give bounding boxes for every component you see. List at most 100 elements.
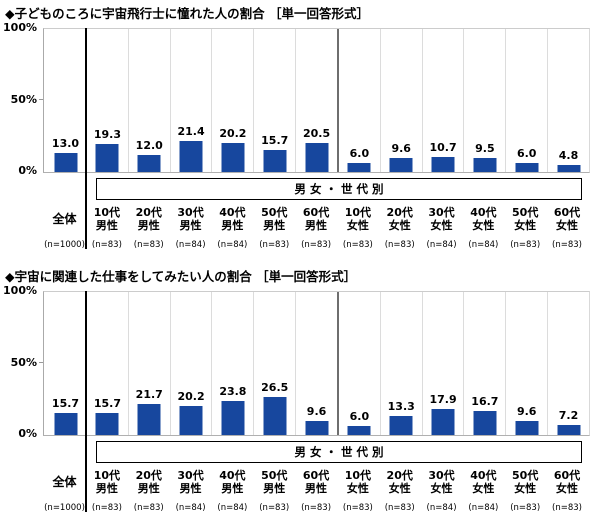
bar xyxy=(557,165,581,172)
plot-column: 21.4 xyxy=(171,29,213,172)
bar-value-label: 10.7 xyxy=(429,140,457,154)
chart-space-job-interest: ◆宇宙に関連した仕事をしてみたい人の割合 ［単一回答形式］ 100% 50% 0… xyxy=(0,263,600,521)
n-label: (n=84) xyxy=(217,240,248,250)
bar-value-label: 23.8 xyxy=(219,385,247,398)
category-label: 40代 男性 xyxy=(219,469,246,495)
plot-column: 23.8 xyxy=(212,292,255,435)
bar-value-label: 6.0 xyxy=(349,410,370,424)
category-labels-row: 全体 10代 男性 20代 男性 30代 男性 40代 男性 50代 男性 60代 男性 10代 女性 20代… xyxy=(43,467,588,497)
plot-column: 9.6 xyxy=(506,292,549,435)
category-label: 50代 男性 xyxy=(261,206,288,232)
n-label: (n=83) xyxy=(133,503,164,513)
bar-value-label: 20.2 xyxy=(219,127,247,141)
y-axis-tick-100: 100% xyxy=(3,284,37,297)
category-label: 20代 男性 xyxy=(135,469,162,495)
n-label: (n=83) xyxy=(510,240,541,250)
bar xyxy=(347,426,371,435)
bar-value-label: 20.2 xyxy=(177,390,205,404)
category-labels-row: 全体 10代 男性 20代 男性 30代 男性 40代 男性 50代 男性 60代 男性 10代 女性 20代… xyxy=(43,204,588,234)
plot-column: 9.6 xyxy=(381,29,423,172)
plot-column: 6.0 xyxy=(506,29,549,172)
n-label: (n=1000) xyxy=(44,503,85,513)
y-axis-tick-0: 0% xyxy=(18,427,37,440)
bar-value-label: 9.6 xyxy=(306,405,327,419)
n-label: (n=83) xyxy=(384,503,415,513)
category-label: 20代 女性 xyxy=(386,469,413,495)
n-label: (n=83) xyxy=(91,503,122,513)
plot-column: 15.7 xyxy=(44,292,87,435)
bar xyxy=(54,153,77,172)
bar-value-label: 20.5 xyxy=(302,126,331,140)
group-label-box: 男女・世代別 xyxy=(96,178,582,200)
bar xyxy=(305,421,329,435)
chart-astronaut-admiration: ◆子どものころに宇宙飛行士に憧れた人の割合 ［単一回答形式］ 100% 50% … xyxy=(0,0,600,258)
bar xyxy=(389,158,413,172)
n-label: (n=84) xyxy=(426,503,457,513)
bar xyxy=(515,163,539,172)
bar-value-label: 13.0 xyxy=(51,137,80,151)
bar-value-label: 21.7 xyxy=(135,388,163,401)
bar xyxy=(557,424,581,435)
n-label: (n=83) xyxy=(133,240,164,250)
bar-value-label: 9.6 xyxy=(516,405,537,419)
bar xyxy=(305,142,329,172)
plot-area: 13.0 19.3 12.0 21.4 20.2 15.7 20.5 6.0 9.6 10.7 9.… xyxy=(43,28,590,173)
n-label: (n=83) xyxy=(301,240,332,250)
category-label: 20代 男性 xyxy=(135,206,162,232)
plot-area: 15.7 15.7 21.7 20.2 23.8 26.5 9.6 6.0 13.3 17.9 16… xyxy=(43,291,590,436)
overall-separator-line xyxy=(85,28,87,249)
plot-column: 4.8 xyxy=(548,29,589,172)
bar-value-label: 16.7 xyxy=(471,395,499,409)
n-label: (n=83) xyxy=(342,240,373,250)
bar-value-label: 4.8 xyxy=(558,149,579,163)
bar-value-label: 15.7 xyxy=(51,396,80,410)
plot-column: 9.5 xyxy=(464,29,507,172)
n-label: (n=83) xyxy=(552,503,582,513)
n-label: (n=83) xyxy=(552,240,582,250)
y-axis-tickmark-50 xyxy=(39,99,43,100)
category-label: 60代 男性 xyxy=(302,469,330,495)
bar xyxy=(137,154,161,172)
bar xyxy=(473,158,497,172)
y-axis-tick-50: 50% xyxy=(10,356,37,369)
n-labels-row: (n=1000) (n=83) (n=83) (n=84) (n=84) (n=83) (n… xyxy=(43,502,588,514)
bar xyxy=(473,411,497,435)
bar xyxy=(54,412,77,435)
category-label: 50代 女性 xyxy=(512,469,539,495)
n-label: (n=84) xyxy=(468,503,499,513)
category-label: 全体 xyxy=(52,211,77,226)
n-label: (n=84) xyxy=(426,240,457,250)
n-label: (n=84) xyxy=(175,240,206,250)
category-label: 60代 女性 xyxy=(553,469,581,495)
bar-value-label: 7.2 xyxy=(558,408,579,422)
plot-column: 19.3 xyxy=(87,29,129,172)
y-axis-tick-50: 50% xyxy=(10,93,37,106)
category-label: 60代 女性 xyxy=(553,206,581,232)
plot-column: 12.0 xyxy=(129,29,171,172)
plot-column: 20.5 xyxy=(296,29,339,172)
category-label: 40代 女性 xyxy=(470,206,497,232)
category-label: 40代 女性 xyxy=(470,469,497,495)
category-label: 10代 女性 xyxy=(344,206,372,232)
plot-column: 26.5 xyxy=(254,292,297,435)
plot-column: 6.0 xyxy=(339,29,381,172)
category-label: 30代 男性 xyxy=(177,469,204,495)
plot-column: 20.2 xyxy=(171,292,213,435)
bar-value-label: 26.5 xyxy=(261,381,289,395)
n-labels-row: (n=1000) (n=83) (n=83) (n=84) (n=84) (n=83) (n… xyxy=(43,239,588,251)
plot-column: 7.2 xyxy=(548,292,589,435)
n-label: (n=83) xyxy=(259,503,290,513)
bar-value-label: 12.0 xyxy=(135,138,163,152)
y-axis-tickmark-50 xyxy=(39,362,43,363)
bar xyxy=(431,409,455,435)
y-axis-tick-0: 0% xyxy=(18,164,37,177)
plot-column: 10.7 xyxy=(423,29,465,172)
chart-title: ◆宇宙に関連した仕事をしてみたい人の割合 ［単一回答形式］ xyxy=(5,269,357,284)
category-label: 10代 男性 xyxy=(93,206,121,232)
bar xyxy=(431,156,455,172)
plot-column: 15.7 xyxy=(254,29,297,172)
n-label: (n=83) xyxy=(91,240,122,250)
n-label: (n=1000) xyxy=(44,240,85,250)
n-label: (n=83) xyxy=(342,503,373,513)
bar xyxy=(263,149,287,172)
